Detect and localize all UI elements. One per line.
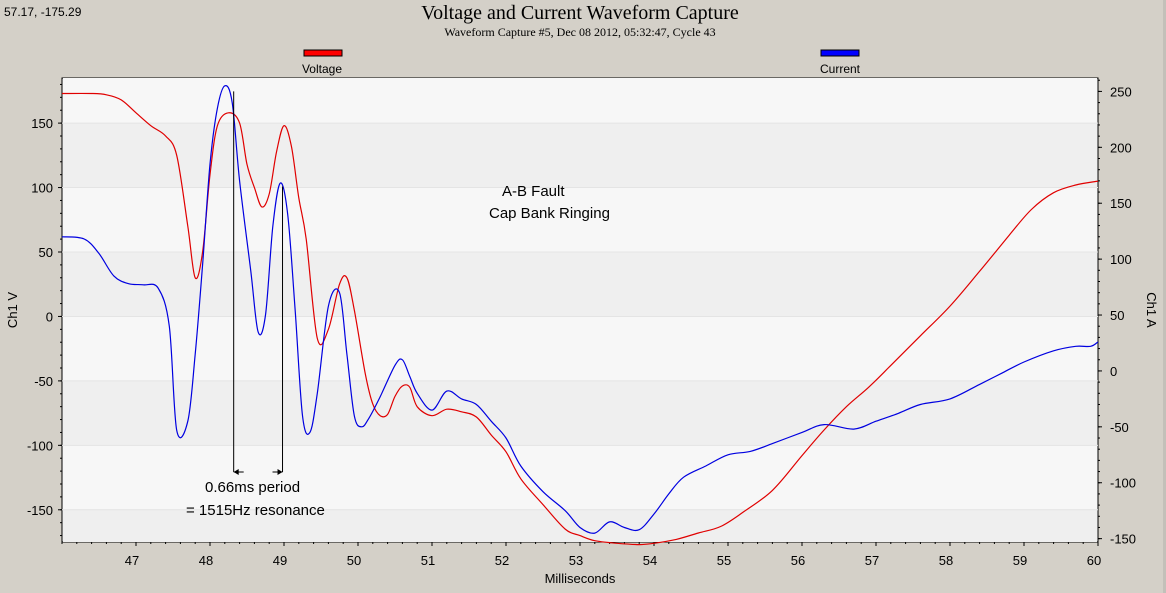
right-y-tick-label: 0 [1110,364,1117,379]
series-layer [61,85,1099,546]
right-axis-label: Ch1 A [1144,292,1159,328]
x-axis-label: Milliseconds [545,571,616,586]
legend-current-swatch [820,49,860,57]
x-tick-label: 51 [421,553,435,568]
chart-title: Voltage and Current Waveform Capture [421,2,739,24]
window-edge [1163,0,1166,593]
x-tick-label: 54 [643,553,657,568]
x-tick-label: 52 [495,553,509,568]
period-markers [233,91,284,475]
right-y-tick-label: -100 [1110,476,1136,491]
legend-voltage[interactable]: Voltage [302,49,343,76]
grid-band [63,78,1097,124]
right-y-tick-label: 250 [1110,84,1132,99]
x-tick-label: 56 [791,553,805,568]
left-y-tick-label: -150 [27,503,53,518]
grid-bands [62,78,1098,542]
legend-current-label: Current [820,62,861,76]
legend-current[interactable]: Current [820,49,861,76]
left-y-axis: 150 100 50 0 -50 -100 -150 [27,83,62,537]
grid-band [63,123,1097,188]
x-tick-label: 50 [347,553,361,568]
left-y-tick-label: 0 [46,309,53,324]
period-arrowhead-right [277,469,283,475]
x-tick-label: 59 [1013,553,1027,568]
x-tick-label: 58 [939,553,953,568]
left-y-tick-label: -100 [27,438,53,453]
x-tick-label: 57 [865,553,879,568]
right-y-tick-label: 50 [1110,308,1124,323]
cursor-readout: 57.17, -175.29 [4,5,82,19]
x-tick-label: 49 [273,553,287,568]
fault-annotation: A-B Fault [502,183,565,200]
legend-voltage-swatch [303,49,343,57]
right-y-tick-label: -50 [1110,420,1129,435]
grid-band [63,316,1097,381]
grid-band [63,380,1097,446]
grid-band [63,187,1097,252]
x-axis: 47 48 49 50 51 52 53 54 55 56 57 58 59 60 [61,542,1101,568]
left-y-tick-label: 100 [31,181,53,196]
x-tick-label: 60 [1087,553,1101,568]
x-tick-label: 55 [717,553,731,568]
period-arrowhead-left [233,469,239,475]
left-y-tick-label: 150 [31,116,53,131]
right-y-tick-label: 200 [1110,140,1132,155]
grid-band [63,252,1097,317]
x-tick-label: 48 [199,553,213,568]
series-line-voltage [61,92,1099,546]
grid-band [63,445,1097,510]
period-annotation: 0.66ms period [205,479,300,496]
right-y-tick-label: 150 [1110,196,1132,211]
x-tick-label: 47 [125,553,139,568]
series-line-current [61,85,1099,534]
grid-band [63,509,1097,542]
right-y-axis: 250 200 150 100 50 0 -50 -100 -150 [1098,79,1136,547]
resonance-annotation: = 1515Hz resonance [186,502,325,519]
right-y-tick-label: -150 [1110,532,1136,547]
ringing-annotation: Cap Bank Ringing [489,205,610,222]
chart-subtitle: Waveform Capture #5, Dec 08 2012, 05:32:… [444,25,715,39]
legend-voltage-label: Voltage [302,62,342,76]
left-y-tick-label: -50 [34,374,53,389]
left-axis-label: Ch1 V [5,292,20,328]
left-y-tick-label: 50 [39,245,53,260]
right-y-tick-label: 100 [1110,252,1132,267]
x-tick-label: 53 [569,553,583,568]
